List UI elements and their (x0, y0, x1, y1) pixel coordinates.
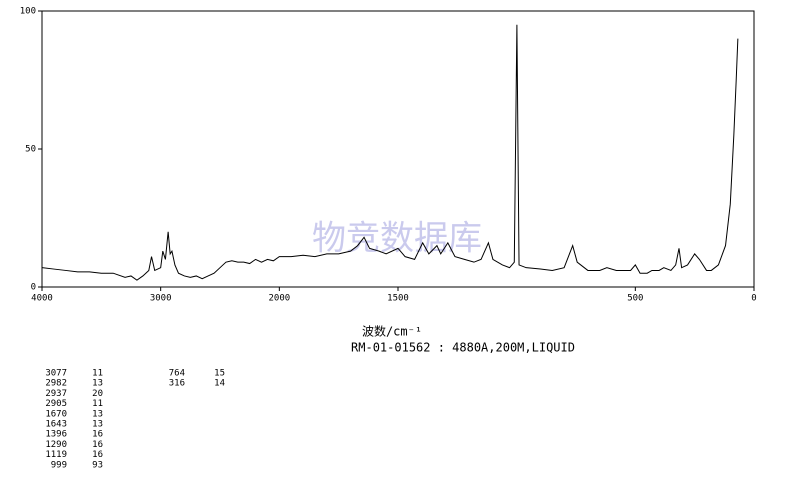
x-tick-label: 4000 (31, 294, 53, 304)
peak-intensity: 13 (92, 420, 103, 430)
watermark: 物竞数据库 (312, 219, 482, 259)
spectrum-line (41, 24, 739, 281)
peak-intensity: 11 (92, 369, 103, 379)
peak-intensity: 15 (214, 369, 225, 379)
peak-wavenumber: 1119 (45, 450, 67, 460)
peak-wavenumber: 2937 (45, 389, 67, 399)
x-tick-label: 3000 (150, 294, 172, 304)
peak-intensity: 20 (92, 389, 103, 399)
peak-wavenumber: 999 (51, 460, 67, 470)
peak-intensity: 16 (92, 440, 103, 450)
peak-wavenumber: 2982 (45, 379, 67, 389)
peak-intensity: 13 (92, 409, 103, 419)
peak-intensity: 14 (214, 379, 225, 389)
x-tick-label: 0 (751, 294, 756, 304)
peak-wavenumber: 1643 (45, 420, 67, 430)
peak-intensity: 13 (92, 379, 103, 389)
peak-wavenumber: 2905 (45, 399, 67, 409)
y-tick-label: 100 (20, 7, 36, 17)
peak-intensity: 16 (92, 430, 103, 440)
peak-wavenumber: 3077 (45, 369, 67, 379)
peak-wavenumber: 1670 (45, 409, 67, 419)
x-tick-label: 500 (627, 294, 643, 304)
peak-wavenumber: 316 (169, 379, 185, 389)
x-axis-label: 波数/cm⁻¹ (362, 324, 422, 339)
peak-wavenumber: 764 (169, 369, 185, 379)
peak-wavenumber: 1396 (45, 430, 67, 440)
peak-intensity: 93 (92, 460, 103, 470)
subtitle: RM-01-01562 : 4880A,200M,LIQUID (351, 341, 575, 355)
x-tick-label: 2000 (268, 294, 290, 304)
peak-wavenumber: 1290 (45, 440, 67, 450)
y-tick-label: 50 (25, 145, 36, 155)
y-tick-label: 0 (31, 283, 36, 293)
peak-intensity: 16 (92, 450, 103, 460)
x-tick-label: 1500 (387, 294, 409, 304)
peak-intensity: 11 (92, 399, 103, 409)
